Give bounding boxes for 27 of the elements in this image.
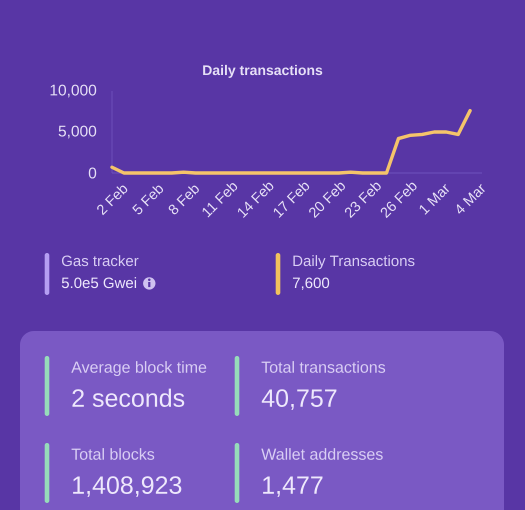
x-tick-label: 11 Feb: [202, 183, 238, 218]
text: 5.0e5 Gwei: [62, 277, 136, 288]
x-tick-label: 1 Mar: [420, 184, 450, 215]
x-tick-label: 4 Mar: [456, 184, 485, 214]
text: 1,477: [263, 476, 322, 497]
y-tick-label: 0: [88, 168, 96, 178]
text: 1,408,923: [73, 476, 182, 497]
x-tick-label: 2 Feb: [97, 186, 128, 216]
x-tick-label: 5 Feb: [132, 186, 164, 214]
x-tick-label: 17 Feb: [274, 182, 310, 218]
y-tick-label: 10,000: [50, 84, 96, 98]
text: 2 seconds: [72, 388, 184, 407]
text: 7,600: [292, 278, 330, 290]
chart-title: Daily transactions: [203, 64, 322, 78]
category-label: Gas tracker: [62, 255, 138, 266]
x-tick-label: 14 Feb: [238, 182, 274, 218]
category-label: Daily Transactions: [293, 255, 414, 270]
x-tick-label: 23 Feb: [344, 182, 381, 218]
category-label: Total transactions: [262, 361, 386, 373]
x-tick-label: 26 Feb: [380, 182, 417, 218]
category-label: Total blocks: [72, 448, 154, 460]
x-tick-label: 8 Feb: [168, 186, 199, 214]
category-label: Average block time: [71, 361, 206, 376]
x-tick-label: 20 Feb: [309, 182, 345, 218]
y-tick-label: 5,000: [58, 126, 96, 138]
text: 40,757: [262, 389, 336, 410]
category-label: Wallet addresses: [261, 448, 383, 460]
